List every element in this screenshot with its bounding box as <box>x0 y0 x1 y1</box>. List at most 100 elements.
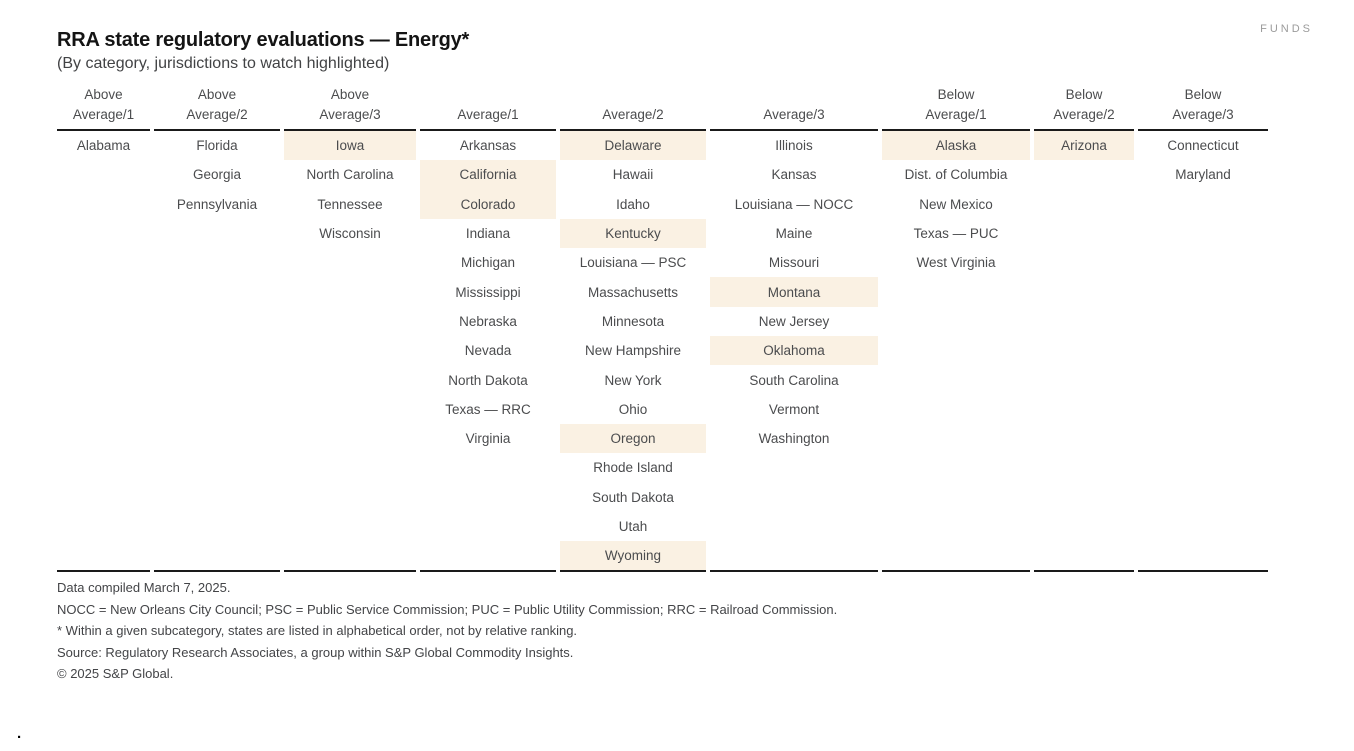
state-cell: Louisiana — PSC <box>579 255 687 271</box>
empty-cell <box>1138 483 1268 512</box>
column-average-2: Average/2 Delaware Hawaii Idaho Kentucky Loui… <box>560 84 706 573</box>
state-cell: Montana <box>710 277 878 307</box>
state-cell: Nebraska <box>459 313 517 329</box>
column-below-average-3: Below Average/3 Connecticut Maryland <box>1138 84 1268 573</box>
state-cell: New Mexico <box>919 196 993 212</box>
empty-cell <box>420 512 556 541</box>
column-header-line: Below <box>937 87 975 102</box>
state-cell: Louisiana — NOCC <box>734 196 854 212</box>
empty-cell <box>1034 424 1134 453</box>
state-cell: Florida <box>196 138 238 154</box>
footnote-abbreviations: NOCC = New Orleans City Council; PSC = P… <box>57 601 838 617</box>
column-body-average-1: Arkansas California Colorado Indiana Michiga… <box>420 131 556 573</box>
state-cell: West Virginia <box>916 255 996 271</box>
empty-cell <box>284 424 416 453</box>
empty-cell <box>1034 277 1134 306</box>
empty-cell <box>1034 190 1134 219</box>
empty-cell <box>154 307 280 336</box>
state-cell: Alabama <box>76 138 131 154</box>
state-cell: Maine <box>775 226 813 242</box>
state-cell: Dist. of Columbia <box>904 167 1008 183</box>
empty-cell <box>284 248 416 277</box>
empty-cell <box>1138 277 1268 306</box>
column-header-line: Below <box>1184 87 1222 102</box>
empty-cell <box>154 277 280 306</box>
empty-cell <box>154 365 280 394</box>
empty-cell <box>154 453 280 482</box>
report-page: FUNDS RRA state regulatory evaluations —… <box>0 23 1354 742</box>
state-cell: Oklahoma <box>710 336 878 366</box>
state-cell: Mississippi <box>455 284 521 300</box>
column-header-line: Average/1 <box>925 107 987 122</box>
empty-cell <box>1138 190 1268 219</box>
state-cell: Pennsylvania <box>176 196 258 212</box>
column-header-line: Above <box>330 87 370 102</box>
state-cell: New Jersey <box>758 313 830 329</box>
empty-cell <box>1138 248 1268 277</box>
column-header-line: Below <box>1065 87 1103 102</box>
column-header-line: Average/3 <box>763 107 825 122</box>
column-body-below-average-3: Connecticut Maryland <box>1138 131 1268 573</box>
empty-cell <box>57 277 150 306</box>
state-cell: Alaska <box>882 131 1030 161</box>
empty-cell <box>1034 219 1134 248</box>
empty-cell <box>57 248 150 277</box>
state-cell: Tennessee <box>317 196 383 212</box>
empty-cell <box>57 190 150 219</box>
state-cell: Kansas <box>771 167 817 183</box>
empty-cell <box>57 424 150 453</box>
empty-cell <box>57 365 150 394</box>
empty-cell <box>154 336 280 365</box>
column-header-average-3: Average/3 <box>710 84 878 131</box>
state-cell: Wyoming <box>560 541 706 571</box>
empty-cell <box>154 248 280 277</box>
empty-cell <box>57 512 150 541</box>
state-cell: Utah <box>618 519 648 534</box>
empty-cell <box>1034 453 1134 482</box>
state-cell: Ohio <box>618 401 648 417</box>
empty-cell <box>57 336 150 365</box>
empty-cell <box>154 541 280 570</box>
column-above-average-1: Above Average/1 Alabama <box>57 84 150 573</box>
empty-cell <box>1034 336 1134 365</box>
state-cell: Arizona <box>1034 131 1134 161</box>
state-cell: Connecticut <box>1167 138 1239 154</box>
column-average-3: Average/3 Illinois Kansas Louisiana — NOCC M… <box>710 84 878 573</box>
column-header-line: Above <box>197 87 237 102</box>
column-body-above-average-1: Alabama <box>57 131 150 573</box>
state-cell: Illinois <box>775 138 813 154</box>
empty-cell <box>1034 248 1134 277</box>
empty-cell <box>1034 483 1134 512</box>
state-cell: Washington <box>758 431 830 447</box>
state-cell: South Carolina <box>749 372 839 388</box>
state-cell: Colorado <box>420 189 556 219</box>
empty-cell <box>154 395 280 424</box>
column-header-line: Average/2 <box>1053 107 1115 122</box>
stray-period-mark: . <box>17 725 22 742</box>
column-header-below-average-2: Below Average/2 <box>1034 84 1134 131</box>
empty-cell <box>284 512 416 541</box>
page-title: RRA state regulatory evaluations — Energ… <box>57 29 470 51</box>
state-cell: Kentucky <box>560 218 706 249</box>
column-header-above-average-1: Above Average/1 <box>57 84 150 131</box>
footnote-source: Source: Regulatory Research Associates, … <box>57 644 574 660</box>
empty-cell <box>882 395 1030 424</box>
column-above-average-3: Above Average/3 Iowa North Carolina Tennesse… <box>284 84 416 573</box>
empty-cell <box>57 395 150 424</box>
empty-cell <box>154 483 280 512</box>
state-cell: Vermont <box>768 401 820 417</box>
empty-cell <box>710 512 878 541</box>
empty-cell <box>1138 453 1268 482</box>
empty-cell <box>154 424 280 453</box>
empty-cell <box>284 541 416 570</box>
empty-cell <box>57 541 150 570</box>
state-cell: Oregon <box>560 423 706 454</box>
column-header-line: Average/1 <box>72 107 135 122</box>
empty-cell <box>882 307 1030 336</box>
empty-cell <box>882 483 1030 512</box>
column-header-line: Average/2 <box>602 107 664 122</box>
column-body-below-average-1: Alaska Dist. of Columbia New Mexico Texas —… <box>882 131 1030 573</box>
column-body-average-3: Illinois Kansas Louisiana — NOCC Maine Misso… <box>710 131 878 573</box>
column-header-below-average-1: Below Average/1 <box>882 84 1030 131</box>
state-cell: Delaware <box>560 131 706 161</box>
